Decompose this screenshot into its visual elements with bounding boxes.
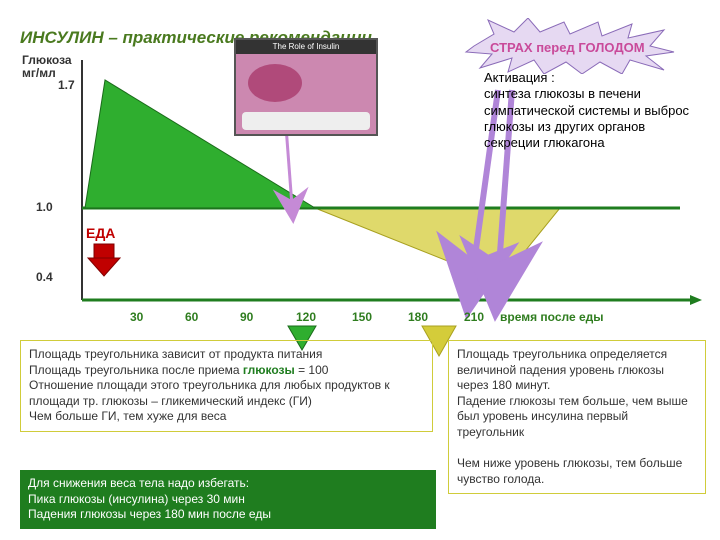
info-box-green: Для снижения веса тела надо избегать: Пи… xyxy=(20,470,436,529)
xtick-210: 210 xyxy=(464,310,484,324)
x-axis-label: время после еды xyxy=(500,310,604,324)
inset-cell-shape xyxy=(248,64,302,102)
eat-arrow-icon xyxy=(88,244,120,276)
inset-image: The Role of Insulin xyxy=(234,38,378,136)
xtick-90: 90 xyxy=(240,310,253,324)
activation-header: Активация : xyxy=(484,70,720,86)
box-left-l3: = 100 xyxy=(298,363,328,377)
info-box-right: Площадь треугольника определяется величи… xyxy=(448,340,706,494)
box-left-l5: Чем больше ГИ, тем хуже для веса xyxy=(29,409,226,423)
box-left-l2: Площадь треугольника после приема xyxy=(29,363,240,377)
box-left-gluc: глюкозы xyxy=(243,363,295,377)
x-axis-arrow xyxy=(690,295,702,305)
yellow-triangle xyxy=(315,208,560,282)
inset-bottom-bar xyxy=(242,112,370,130)
xtick-180: 180 xyxy=(408,310,428,324)
starburst-text: СТРАХ перед ГОЛОДОМ xyxy=(490,40,645,55)
xtick-30: 30 xyxy=(130,310,143,324)
xtick-120: 120 xyxy=(296,310,316,324)
activation-block: Активация : синтеза глюкозы в печени сим… xyxy=(484,70,720,151)
info-box-left: Площадь треугольника зависит от продукта… xyxy=(20,340,433,432)
box-left-l1: Площадь треугольника зависит от продукта… xyxy=(29,347,322,361)
xtick-60: 60 xyxy=(185,310,198,324)
box-left-l4: Отношение площади этого треугольника для… xyxy=(29,378,390,408)
activation-item-2: симпатической системы и выброс глюкозы и… xyxy=(484,103,720,136)
activation-item-3: секреции глюкагона xyxy=(484,135,720,151)
slide: ИНСУЛИН – практические рекомендации Глюк… xyxy=(0,0,720,540)
inset-title: The Role of Insulin xyxy=(236,40,376,54)
eat-label: ЕДА xyxy=(86,225,115,241)
xtick-150: 150 xyxy=(352,310,372,324)
activation-item-1: синтеза глюкозы в печени xyxy=(484,86,720,102)
